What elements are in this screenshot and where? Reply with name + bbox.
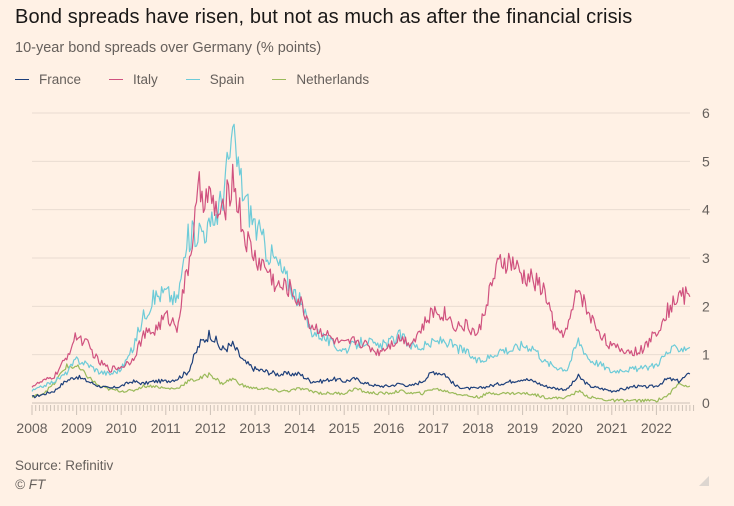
legend-item-spain: Spain — [185, 72, 245, 87]
x-tick-label: 2020 — [552, 420, 583, 436]
y-axis: 0 1 2 3 4 5 6 — [702, 105, 710, 411]
x-tick-label: 2021 — [596, 420, 627, 436]
legend-swatch-spain — [185, 79, 200, 80]
legend-swatch-netherlands — [272, 79, 287, 80]
x-tick-label: 2014 — [284, 420, 315, 436]
y-tick-label: 1 — [702, 347, 710, 363]
resize-handle-icon[interactable] — [699, 476, 709, 486]
copyright-note: © FT — [15, 477, 46, 492]
legend: France Italy Spain Netherlands — [15, 72, 397, 87]
x-axis: 2008 2009 2010 2011 2012 2013 2014 2015 2016 2017… — [16, 405, 695, 436]
x-tick-label: 2011 — [151, 420, 181, 436]
legend-label-spain: Spain — [209, 72, 245, 87]
x-tick-label: 2012 — [195, 420, 226, 436]
x-tick-label: 2017 — [418, 420, 449, 436]
legend-label-france: France — [39, 72, 82, 87]
legend-swatch-france — [15, 79, 29, 80]
y-tick-label: 5 — [702, 153, 710, 169]
legend-item-france: France — [15, 72, 81, 87]
chart-subtitle: 10-year bond spreads over Germany (% poi… — [15, 40, 322, 56]
chart-title: Bond spreads have risen, but not as much… — [15, 6, 633, 28]
y-tick-label: 6 — [702, 105, 710, 121]
y-tick-label: 3 — [702, 250, 710, 266]
series-line-netherlands — [31, 363, 691, 403]
y-tick-label: 2 — [702, 298, 710, 314]
legend-swatch-italy — [109, 79, 124, 80]
x-tick-label: 2016 — [373, 420, 404, 436]
x-tick-label: 2019 — [507, 420, 538, 436]
x-tick-label: 2018 — [462, 420, 493, 436]
y-tick-label: 0 — [702, 395, 710, 411]
x-tick-label: 2022 — [641, 420, 672, 436]
legend-item-netherlands: Netherlands — [272, 72, 369, 87]
gridlines — [32, 112, 690, 404]
legend-item-italy: Italy — [109, 72, 158, 87]
x-tick-label: 2009 — [61, 420, 92, 436]
series-lines — [31, 123, 691, 403]
source-note: Source: Refinitiv — [15, 458, 114, 473]
x-tick-label: 2015 — [329, 420, 360, 436]
legend-label-netherlands: Netherlands — [296, 72, 370, 87]
series-line-spain — [31, 123, 691, 392]
y-tick-label: 4 — [702, 202, 710, 218]
x-tick-label: 2008 — [16, 420, 47, 436]
series-line-france — [31, 329, 691, 399]
legend-label-italy: Italy — [133, 72, 158, 87]
x-tick-label: 2013 — [239, 420, 270, 436]
x-tick-label: 2010 — [106, 420, 137, 436]
series-line-italy — [31, 163, 691, 388]
